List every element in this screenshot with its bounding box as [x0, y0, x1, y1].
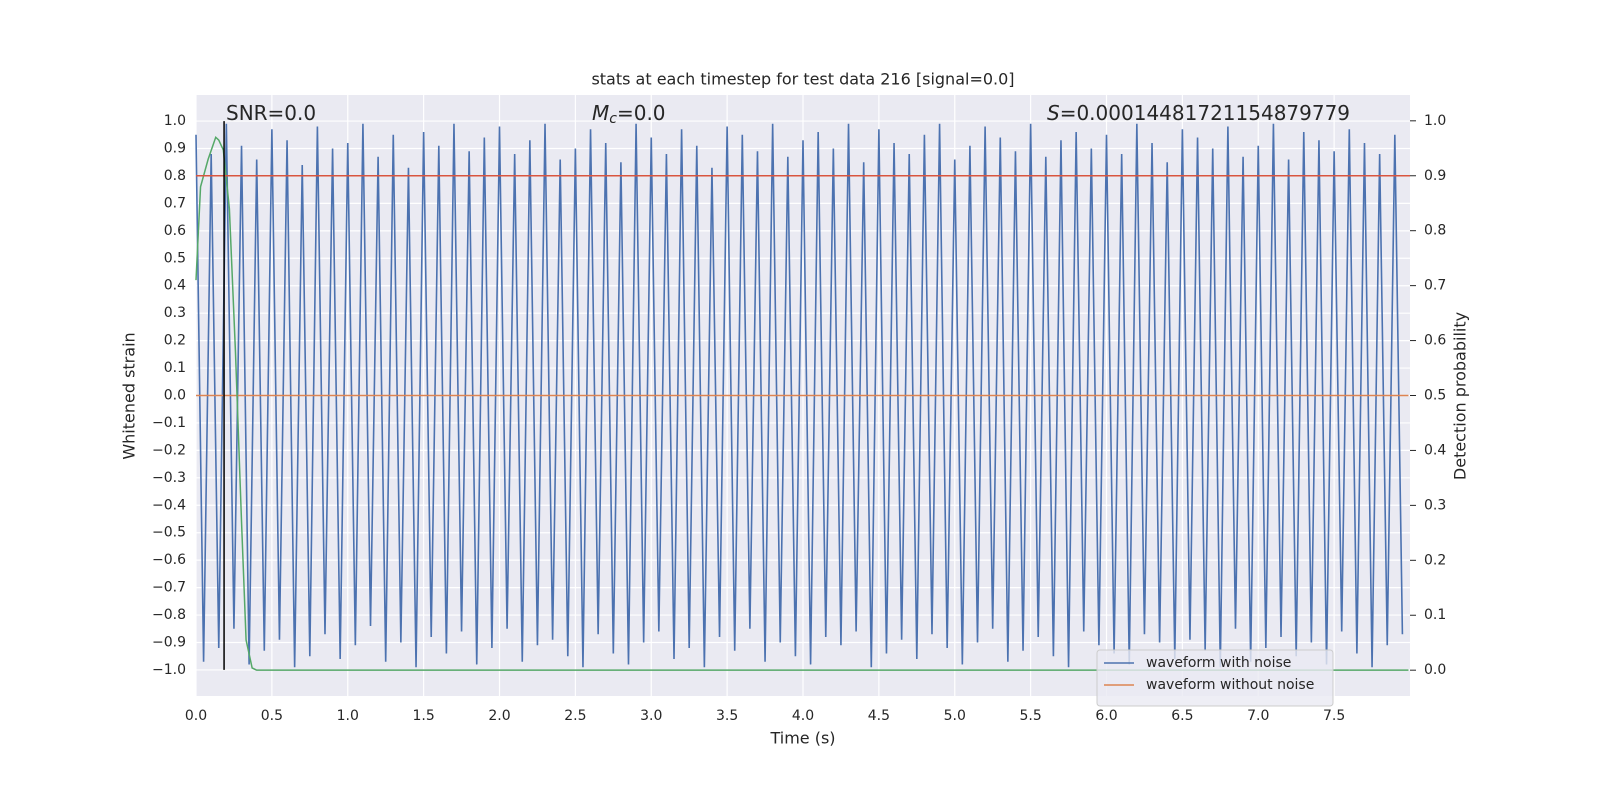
annotation-text: SNR=0.0: [226, 101, 316, 125]
y-tick-label: 0.9: [164, 141, 186, 157]
annotation: SNR=0.0: [226, 101, 316, 125]
y-tick-label: −0.8: [152, 607, 186, 623]
x-tick-label: 4.0: [792, 708, 814, 724]
x-tick-label: 0.5: [261, 708, 283, 724]
annotation: Mc=0.0: [592, 101, 666, 128]
x-tick-label: 3.0: [640, 708, 662, 724]
annotation-text: =0.00014481721154879779: [1060, 101, 1350, 125]
y-tick-label: −0.1: [152, 415, 186, 431]
annotation-text: =0.0: [617, 101, 666, 125]
legend-label: waveform with noise: [1146, 655, 1291, 671]
x-tick-label: 6.0: [1095, 708, 1117, 724]
y-tick-label: 0.6: [164, 223, 186, 239]
y2-tick-label: 0.4: [1424, 442, 1446, 458]
x-tick-label: 5.0: [944, 708, 966, 724]
y-tick-label: 0.1: [164, 360, 186, 376]
y-tick-label: 1.0: [164, 113, 186, 129]
y-tick-label: 0.4: [164, 278, 186, 294]
annotation: S=0.00014481721154879779: [1047, 101, 1350, 125]
annotation-symbol: M: [592, 101, 609, 125]
y-tick-label: −0.7: [152, 580, 186, 596]
y-tick-label: 0.3: [164, 305, 186, 321]
x-tick-label: 5.5: [1019, 708, 1041, 724]
x-tick-label: 0.0: [185, 708, 207, 724]
chart-title: stats at each timestep for test data 216…: [591, 70, 1014, 89]
x-tick-label: 1.5: [412, 708, 434, 724]
y-tick-label: −0.3: [152, 470, 186, 486]
x-tick-label: 7.0: [1247, 708, 1269, 724]
y2-tick-label: 0.1: [1424, 607, 1446, 623]
y-tick-label: −0.2: [152, 442, 186, 458]
y2-tick-label: 0.2: [1424, 552, 1446, 568]
y-tick-label: −0.5: [152, 525, 186, 541]
y2-tick-label: 0.0: [1424, 662, 1446, 678]
y2-tick-label: 0.7: [1424, 278, 1446, 294]
y-axis-label: Whitened strain: [120, 332, 139, 459]
y-tick-label: −1.0: [152, 662, 186, 678]
x-tick-label: 3.5: [716, 708, 738, 724]
y-tick-label: 0.5: [164, 250, 186, 266]
x-axis-label: Time (s): [769, 729, 835, 748]
y-tick-label: 0.7: [164, 195, 186, 211]
y-tick-label: 0.0: [164, 388, 186, 404]
y2-axis-label: Detection probability: [1451, 312, 1470, 480]
x-tick-label: 6.5: [1171, 708, 1193, 724]
legend-box: [1096, 649, 1334, 707]
y2-tick-label: 0.6: [1424, 333, 1446, 349]
series-line: [195, 123, 1404, 668]
y-tick-label: −0.9: [152, 634, 186, 650]
y-tick-label: −0.6: [152, 552, 186, 568]
x-tick-label: 7.5: [1323, 708, 1345, 724]
annotation-symbol: S: [1047, 101, 1060, 125]
y2-tick-label: 0.9: [1424, 168, 1446, 184]
legend-label: waveform without noise: [1146, 677, 1314, 693]
y2-tick-label: 0.3: [1424, 497, 1446, 513]
x-tick-label: 2.0: [488, 708, 510, 724]
y2-tick-label: 1.0: [1424, 113, 1446, 129]
y2-tick-label: 0.5: [1424, 388, 1446, 404]
series-line: [195, 135, 1409, 671]
x-tick-label: 2.5: [564, 708, 586, 724]
y2-tick-label: 0.8: [1424, 223, 1446, 239]
y-tick-label: 0.2: [164, 333, 186, 349]
y-tick-label: −0.4: [152, 497, 186, 513]
x-tick-label: 1.0: [337, 708, 359, 724]
y-tick-label: 0.8: [164, 168, 186, 184]
annotation-subscript: c: [609, 111, 617, 127]
x-tick-label: 4.5: [868, 708, 890, 724]
